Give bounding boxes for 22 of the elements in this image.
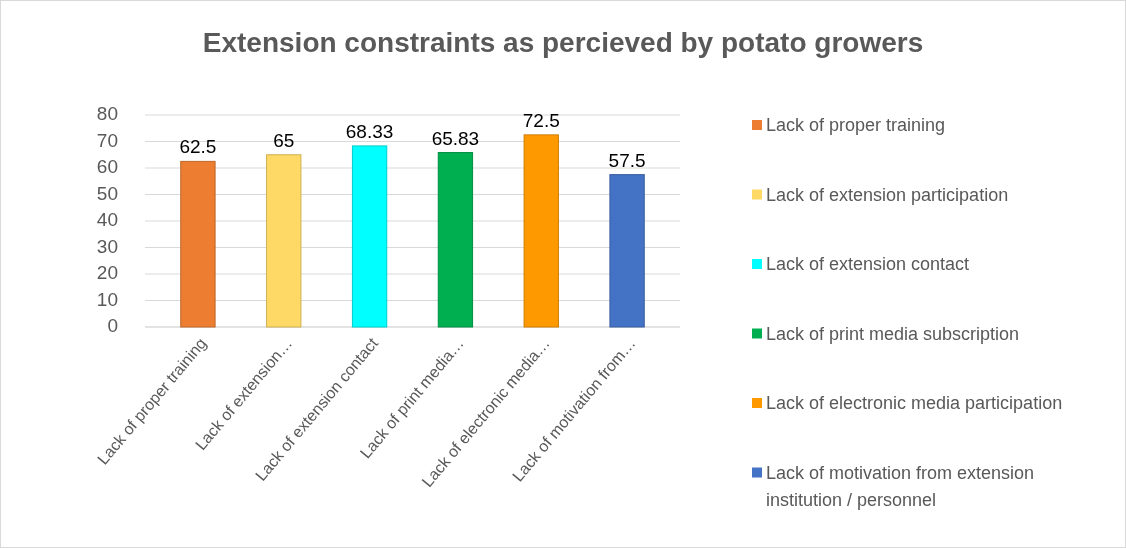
data-label: 72.5 bbox=[522, 109, 560, 131]
legend-label: Lack of motivation from extension institution / personnel bbox=[766, 462, 1035, 510]
legend-label: Lack of extension participation bbox=[766, 184, 1009, 205]
y-tick-label: 60 bbox=[96, 156, 118, 178]
y-tick-label: 40 bbox=[96, 209, 118, 231]
legend-label: Lack of print media subscription bbox=[766, 323, 1020, 344]
chart-title: Extension constraints as percieved by potato growers bbox=[202, 27, 924, 58]
data-label: 68.33 bbox=[345, 120, 394, 142]
legend-label: Lack of extension contact bbox=[766, 253, 970, 274]
y-tick-label: 20 bbox=[96, 262, 118, 284]
y-tick-label: 10 bbox=[96, 288, 118, 310]
y-tick-label: 80 bbox=[96, 103, 118, 125]
y-tick-label: 30 bbox=[96, 235, 118, 257]
y-tick-label: 70 bbox=[96, 129, 118, 151]
data-label: 57.5 bbox=[608, 149, 646, 171]
data-label: 65 bbox=[273, 129, 295, 151]
y-tick-label: 0 bbox=[107, 315, 118, 337]
data-label: 62.5 bbox=[179, 136, 217, 158]
legend-label: Lack of electronic media participation bbox=[766, 392, 1063, 413]
y-tick-label: 50 bbox=[96, 182, 118, 204]
data-label: 65.83 bbox=[431, 127, 480, 149]
legend-label: Lack of proper training bbox=[766, 114, 946, 135]
